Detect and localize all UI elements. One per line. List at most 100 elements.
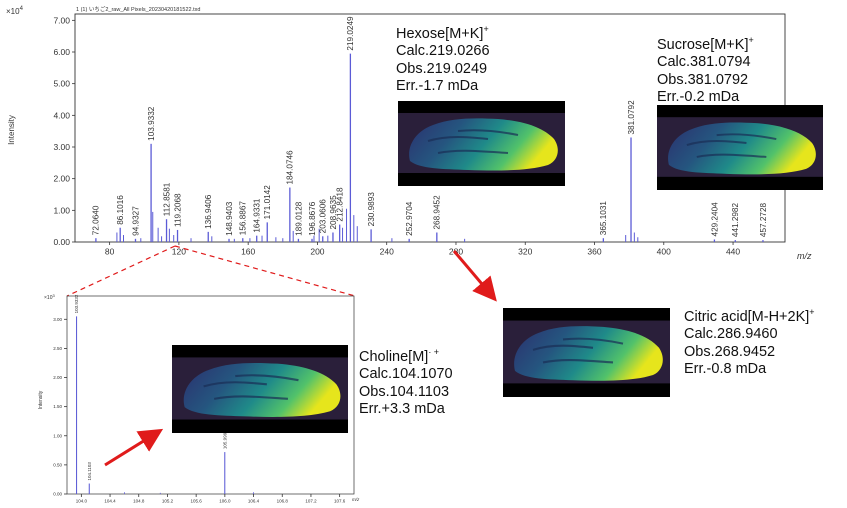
sucrose-tissue-map [657, 105, 823, 190]
inset-peak-label: 103.9332 [74, 294, 79, 313]
inset-peak-label: 104.1103 [87, 462, 92, 481]
main-peak-label: 136.9406 [204, 194, 213, 229]
citric-err: Err.-0.8 mDa [684, 361, 767, 378]
main-peak-label: 112.8581 [162, 182, 171, 216]
main-y-tick-label: 7.00 [53, 15, 70, 25]
choline-tissue-map [172, 345, 348, 433]
main-peak-label: 171.0142 [263, 185, 272, 220]
main-x-tick-label: 320 [518, 247, 532, 257]
inset-x-tick-label: 106.0 [219, 499, 231, 504]
hexose-calc: Calc.219.0266 [396, 43, 490, 60]
choline-ion-image [172, 345, 348, 433]
main-y-axis-label: Intensity [7, 115, 16, 145]
choline-arrow [104, 428, 164, 467]
citric-annotation: Citric acid[M-H+2K]+ Calc.286.9460 Obs.2… [684, 304, 815, 379]
main-x-tick-label: 440 [726, 247, 740, 257]
main-peak-label: 148.9403 [225, 201, 234, 236]
main-peak-label: 196.8676 [308, 201, 317, 236]
main-x-tick-label: 160 [241, 247, 255, 257]
inset-y-tick-label: 2.50 [53, 346, 62, 351]
sucrose-obs: Obs.381.0792 [657, 71, 749, 88]
sucrose-calc: Calc.381.0794 [657, 54, 751, 71]
main-x-tick-label: 240 [380, 247, 394, 257]
main-x-tick-label: 80 [105, 247, 115, 257]
main-y-tick-label: 4.00 [53, 110, 70, 120]
inset-y-axis-label: Intensity [38, 390, 44, 409]
choline-obs: Obs.104.1103 [359, 383, 450, 400]
inset-peak-label: 105.9991 [222, 430, 227, 449]
inset-x-tick-label: 106.8 [277, 499, 289, 504]
main-x-tick-label: 360 [587, 247, 601, 257]
main-y-tick-label: 6.00 [53, 47, 70, 57]
main-y-tick-label: 0.00 [53, 237, 70, 247]
main-peak-label: 381.0792 [627, 100, 636, 135]
main-spectrum-chart: ×104 1 (1) いちご2_raw_All Pixels_202304201… [6, 5, 812, 261]
y-multiplier-label: ×104 [6, 6, 24, 16]
inset-x-tick-label: 104.0 [76, 499, 88, 504]
spectrum-file-title: 1 (1) いちご2_raw_All Pixels_20230420181522… [76, 5, 200, 13]
citric-obs: Obs.268.9452 [684, 343, 776, 360]
inset-x-tick-label: 105.6 [191, 499, 203, 504]
main-peak-label: 212.8418 [336, 187, 345, 222]
zoom-dashed-line-right [174, 245, 356, 297]
main-peak-label: 208.9635 [329, 195, 338, 230]
inset-y-tick-label: 2.00 [53, 375, 62, 380]
inset-axes: 0.00 0.50 1.00 1.50 2.00 2.50 3.00 104.0 104.4 10… [53, 295, 355, 504]
main-peak-label: 94.9327 [131, 206, 140, 236]
hexose-obs: Obs.219.0249 [396, 60, 488, 77]
main-peak-label: 441.2982 [731, 203, 740, 238]
main-peak-label: 365.1031 [599, 201, 608, 236]
main-x-tick-label: 200 [310, 247, 324, 257]
inset-x-tick-label: 105.2 [162, 499, 174, 504]
inset-plot-frame [66, 295, 355, 495]
inset-peaks [76, 316, 254, 494]
main-peak-label: 230.9893 [367, 192, 376, 227]
hexose-annotation: Hexose[M+K]+ Calc.219.0266 Obs.219.0249 … [396, 21, 490, 96]
inset-y-tick-label: 0.00 [53, 492, 62, 497]
main-peaks [95, 53, 764, 242]
citric-arrow [452, 250, 497, 302]
inset-peak-labels: 103.9332 104.1103 105.9991 [74, 294, 227, 480]
main-y-tick-label: 5.00 [53, 79, 70, 89]
main-peak-label: 268.9452 [433, 195, 442, 230]
citric-tissue-map [503, 308, 670, 397]
main-peak-label: 429.2404 [710, 202, 719, 237]
choline-title: Choline[M]· + [359, 347, 440, 365]
main-peak-label: 164.9331 [253, 198, 262, 233]
hexose-err: Err.-1.7 mDa [396, 78, 479, 95]
sucrose-ion-image [657, 105, 823, 190]
main-peak-label: 184.0746 [286, 150, 295, 185]
sucrose-err: Err.-0.2 mDa [657, 89, 740, 106]
inset-y-multiplier-label: ×103 [44, 293, 55, 301]
main-peak-labels: 72.0640 86.1016 94.9327 103.9332 112.8581 119… [92, 16, 768, 237]
main-y-tick-label: 3.00 [53, 142, 70, 152]
choline-annotation: Choline[M]· + Calc.104.1070 Obs.104.1103… [359, 344, 453, 419]
inset-x-tick-label: 107.2 [305, 499, 317, 504]
sucrose-annotation: Sucrose[M+K]+ Calc.381.0794 Obs.381.0792… [657, 32, 754, 107]
choline-calc: Calc.104.1070 [359, 366, 453, 383]
inset-y-tick-label: 1.50 [53, 404, 62, 409]
hexose-title: Hexose[M+K]+ [396, 24, 489, 42]
inset-x-axis-label: m/z [352, 497, 360, 502]
main-peak-label: 156.8867 [239, 201, 248, 236]
main-peak-label: 219.0249 [346, 16, 355, 51]
main-peak-label: 457.2728 [759, 203, 768, 238]
main-x-tick-label: 120 [172, 247, 186, 257]
inset-x-tick-label: 107.6 [334, 499, 346, 504]
citric-title: Citric acid[M-H+2K]+ [684, 307, 815, 325]
main-peak-label: 72.0640 [92, 205, 101, 235]
inset-x-tick-label: 104.8 [133, 499, 145, 504]
main-peak-label: 203.0606 [319, 199, 328, 234]
citric-ion-image [503, 308, 670, 397]
hexose-tissue-map [398, 101, 565, 186]
choline-err: Err.+3.3 mDa [359, 401, 445, 418]
main-peak-label: 252.9704 [405, 201, 414, 236]
main-peak-label: 189.0128 [294, 201, 303, 236]
main-y-tick-label: 1.00 [53, 205, 70, 215]
hexose-ion-image [398, 101, 565, 186]
main-peak-label: 86.1016 [116, 195, 125, 225]
zoom-dashed-line-left [66, 245, 176, 297]
inset-spectrum-chart: ×103 Intensity m/z 0.00 0.50 1.00 1.50 2.00 2… [38, 293, 360, 504]
citric-calc: Calc.286.9460 [684, 326, 778, 343]
